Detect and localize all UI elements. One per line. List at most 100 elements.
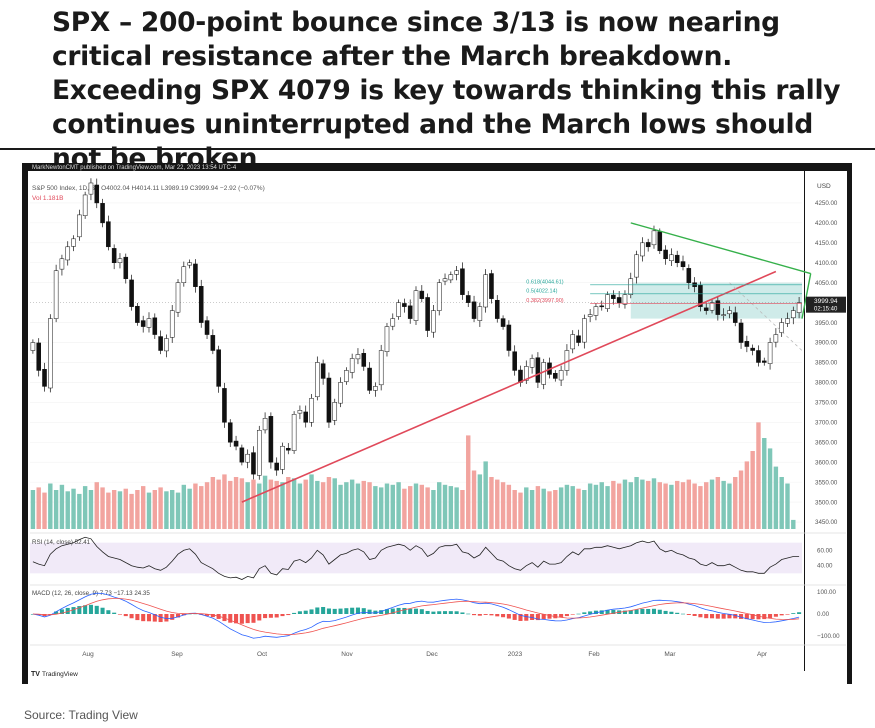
candle-body: [465, 295, 471, 303]
candle: [210, 329, 216, 355]
volume-bar: [71, 488, 76, 529]
volume-bar: [471, 470, 477, 529]
candle: [227, 419, 233, 448]
macd-histogram-bar: [286, 614, 291, 616]
candle-body: [71, 238, 76, 247]
candle-body: [123, 256, 129, 279]
candle: [767, 337, 773, 370]
volume-bar: [106, 492, 111, 529]
macd-histogram-bar: [123, 614, 128, 617]
candle: [477, 302, 483, 327]
candle-body: [756, 350, 761, 363]
candle-body: [651, 230, 657, 246]
macd-histogram-bar: [773, 614, 778, 617]
candle: [756, 345, 761, 367]
volume-bar: [378, 487, 384, 529]
macd-histogram-bar: [106, 610, 111, 614]
candle-body: [494, 299, 500, 319]
candle: [233, 435, 239, 451]
price-axis-panel: [805, 171, 847, 671]
x-axis-label: 2023: [508, 651, 523, 658]
volume-bar: [535, 486, 541, 529]
price-tick-label: 3700.00: [815, 420, 838, 427]
macd-histogram-bar: [651, 608, 657, 614]
candle-body: [315, 362, 320, 398]
fib-label: 0.382(3997.90): [526, 298, 563, 304]
slide-title: SPX – 200-point bounce since 3/13 is now…: [52, 7, 841, 174]
candle-body: [106, 221, 111, 248]
macd-histogram-bar: [239, 614, 244, 624]
volume-bar: [82, 486, 88, 529]
candle: [332, 398, 338, 426]
macd-histogram-bar: [100, 607, 105, 614]
macd-histogram-bar: [593, 610, 598, 614]
macd-histogram-bar: [739, 614, 744, 619]
candle: [582, 314, 587, 349]
volume-bar: [228, 480, 233, 529]
candle: [640, 237, 645, 262]
candle: [355, 348, 361, 365]
volume-bar: [30, 490, 36, 529]
price-tick-label: 3450.00: [815, 519, 838, 526]
volume-bar: [94, 482, 99, 529]
candle-body: [448, 274, 454, 281]
macd-histogram-bar: [280, 614, 285, 617]
candle-body: [42, 369, 47, 387]
candle-body: [291, 414, 297, 451]
macd-histogram-bar: [559, 614, 564, 618]
candle-body: [582, 318, 587, 343]
macd-histogram-bar: [477, 614, 482, 616]
last-price-value: 3999.94: [814, 298, 838, 305]
volume-bar: [326, 477, 332, 529]
candle-body: [326, 377, 332, 423]
volume-bar: [645, 480, 651, 529]
candle-body: [663, 249, 668, 260]
volume-bar: [309, 474, 314, 529]
macd-histogram-bar: [175, 614, 181, 618]
candle: [135, 303, 140, 326]
candle-body: [500, 318, 506, 327]
candle: [198, 279, 204, 328]
volume-bar: [558, 487, 564, 529]
candle: [460, 262, 465, 300]
macd-histogram-bar: [501, 614, 506, 618]
candle-body: [773, 334, 779, 343]
source-note: Source: Trading View: [24, 708, 138, 722]
macd-histogram-bar: [611, 609, 616, 614]
macd-histogram-bar: [524, 614, 529, 621]
candle: [529, 354, 535, 374]
candle-body: [286, 447, 291, 451]
volume-bar: [204, 482, 210, 529]
candle-body: [204, 320, 210, 335]
macd-histogram-bar: [83, 605, 88, 614]
candle: [674, 250, 680, 268]
candle-body: [344, 370, 349, 382]
volume-bar: [466, 435, 471, 529]
volume-bar: [576, 488, 581, 529]
macd-histogram-bar: [599, 610, 604, 614]
macd-histogram-bar: [402, 607, 407, 614]
volume-bar: [53, 490, 59, 529]
candle-body: [402, 303, 407, 307]
macd-histogram-bar: [228, 614, 233, 623]
candle: [576, 329, 581, 347]
candle-body: [309, 398, 314, 423]
candle: [280, 442, 285, 475]
chart-svg: MarkNewtonCMT published on TradingView.c…: [28, 165, 847, 684]
macd-histogram-bar: [628, 610, 633, 614]
volume-bar: [680, 482, 686, 529]
macd-histogram-bar: [489, 614, 494, 616]
volume-bar: [582, 490, 587, 529]
volume-bar: [146, 492, 152, 529]
candle-body: [53, 270, 59, 319]
candle: [373, 382, 378, 397]
x-axis-label: Oct: [257, 651, 267, 658]
volume-bar: [547, 491, 552, 529]
candle-body: [593, 306, 599, 316]
candle: [436, 279, 442, 316]
price-tick-label: 3550.00: [815, 479, 838, 486]
candle-body: [709, 302, 715, 311]
price-tick-label: 3900.00: [815, 340, 838, 347]
candle: [727, 306, 732, 319]
volume-bar: [483, 461, 488, 529]
